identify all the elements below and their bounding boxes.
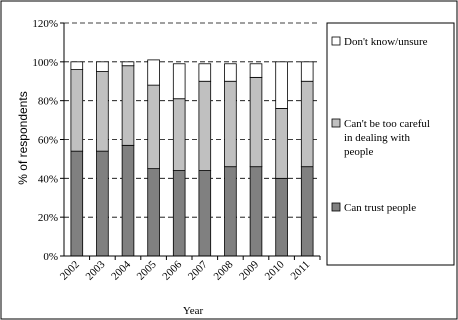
legend-label-1-line-2: people: [344, 146, 373, 158]
y-tick-label-3: 60%: [38, 135, 58, 147]
bar-2002-series-1: [70, 69, 84, 152]
bar-2009-series-0: [249, 166, 263, 257]
legend-label-2-line-0: Don't know/unsure: [344, 36, 428, 48]
legend: Don't know/unsure Can't be too careful in …: [326, 22, 455, 266]
y-tick-label-0: 0%: [43, 251, 58, 263]
y-axis-label: % of respondents: [16, 91, 30, 184]
bar-2002-series-0: [70, 150, 84, 257]
bar-2003-series-1: [96, 71, 109, 152]
bar-2010-series-2: [275, 61, 288, 109]
bar-2011-series-0: [300, 166, 314, 257]
bar-2006-series-2: [172, 63, 186, 100]
bar-2003-series-0: [96, 150, 109, 257]
y-tick-label-6: 120%: [32, 18, 58, 30]
bar-2008-series-2: [224, 63, 237, 82]
y-tick-label-2: 40%: [38, 173, 58, 185]
legend-label-0-line-0: Can trust people: [344, 202, 416, 214]
bar-2011-series-1: [300, 80, 314, 168]
y-tick-label-1: 20%: [38, 212, 58, 224]
legend-swatch-0: [331, 202, 341, 212]
bar-2005-series-2: [147, 59, 160, 86]
x-axis-label: Year: [183, 305, 204, 317]
bar-2009-series-1: [249, 76, 263, 168]
bar-2004-series-1: [121, 65, 135, 146]
bar-2007-series-0: [198, 170, 212, 257]
bar-2003-series-2: [96, 61, 109, 72]
y-tick-label-4: 80%: [38, 96, 58, 108]
bar-2008-series-0: [224, 166, 237, 257]
bar-2006-series-0: [172, 170, 186, 257]
bar-2010-series-1: [275, 108, 288, 179]
bar-2009-series-2: [249, 63, 263, 78]
bar-2006-series-1: [172, 98, 186, 171]
legend-swatch-2: [331, 36, 341, 46]
legend-box: [326, 22, 455, 266]
axes-group: [60, 22, 321, 260]
bar-2004-series-0: [121, 144, 135, 257]
bar-2005-series-1: [147, 84, 160, 170]
legend-label-1-line-1: in dealing with: [344, 132, 410, 144]
y-tick-labels: 0% 20% 40% 60% 80% 100% 120%: [32, 18, 58, 263]
bar-2007-series-1: [198, 80, 212, 171]
bar-2002-series-2: [70, 61, 84, 70]
bar-2010-series-0: [275, 177, 288, 257]
legend-swatch-1: [331, 118, 341, 128]
y-tick-label-5: 100%: [32, 57, 58, 69]
bar-2011-series-2: [300, 61, 314, 82]
bar-2004-series-2: [121, 61, 135, 67]
legend-items: Don't know/unsure Can't be too careful in …: [331, 36, 430, 214]
bar-2008-series-1: [224, 80, 237, 168]
bar-2005-series-0: [147, 168, 160, 257]
legend-label-1-line-0: Can't be too careful: [344, 118, 430, 130]
bar-2007-series-2: [198, 63, 212, 82]
